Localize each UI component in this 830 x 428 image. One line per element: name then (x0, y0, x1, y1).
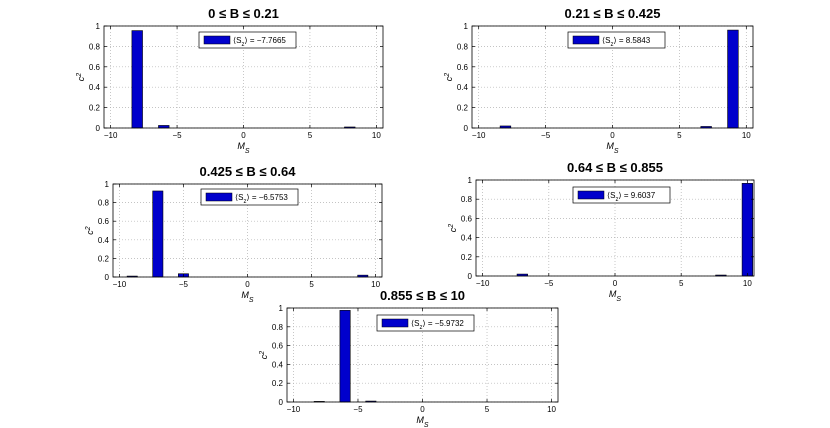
y-axis-label: c2 (259, 351, 270, 360)
tick-label-y: 0 (105, 273, 110, 282)
tick-label-y: 0.8 (457, 42, 469, 51)
subplot-title: 0 ≤ B ≤ 0.21 (208, 6, 279, 21)
legend: ⟨Sz⟩ = −5.9732 (376, 314, 475, 332)
tick-label-y: 0.6 (98, 217, 110, 226)
x-axis-label: MS (606, 141, 619, 155)
tick-label-y: 0.4 (457, 83, 469, 92)
y-axis-label: c2 (444, 73, 455, 82)
legend: ⟨Sz⟩ = 9.6037 (572, 186, 671, 204)
legend: ⟨Sz⟩ = −7.7665 (198, 31, 297, 49)
bar (131, 30, 143, 129)
tick-label-x: 5 (308, 131, 313, 140)
tick-label-y: 0.2 (98, 254, 110, 263)
tick-label-y: 0.2 (461, 253, 473, 262)
tick-label-x: −5 (179, 280, 189, 289)
tick-label-x: −10 (104, 131, 118, 140)
x-axis-label: MS (241, 290, 254, 304)
subplot-5: −10 −5 0 5 10 0 0.2 0.4 0.6 0.8 1 0.855 ≤ B ≤ 10 MS c… (259, 288, 559, 428)
tick-label-y: 0.6 (461, 214, 473, 223)
tick-label-y: 0.8 (272, 323, 284, 332)
x-axis-label: MS (609, 289, 622, 303)
tick-label-y: 1 (464, 22, 469, 31)
subplot-4: −10 −5 0 5 10 0 0.2 0.4 0.6 0.8 1 0.64 ≤ B ≤ 0.855 M… (448, 160, 755, 303)
tick-label-x: 10 (371, 280, 380, 289)
tick-label-y: 0.8 (98, 199, 110, 208)
subplot-title: 0.425 ≤ B ≤ 0.64 (200, 164, 297, 179)
tick-label-x: 0 (420, 405, 425, 414)
tick-label-x: 5 (485, 405, 490, 414)
tick-label-y: 0.6 (89, 63, 101, 72)
bar (339, 310, 351, 403)
tick-label-y: 0 (96, 124, 101, 133)
tick-label-y: 0.2 (272, 379, 284, 388)
tick-label-y: 0.2 (457, 104, 469, 113)
bar (727, 29, 739, 129)
tick-label-y: 0.8 (461, 195, 473, 204)
tick-label-x: −10 (476, 279, 490, 288)
bar (741, 183, 753, 277)
tick-label-y: 0 (468, 272, 473, 281)
tick-label-x: −10 (287, 405, 301, 414)
legend-swatch (203, 35, 231, 45)
tick-label-x: 10 (743, 279, 752, 288)
tick-label-x: 0 (245, 280, 250, 289)
legend-swatch (381, 318, 409, 328)
tick-label-y: 0.8 (89, 42, 101, 51)
x-axis-label: MS (416, 415, 429, 428)
legend: ⟨Sz⟩ = 8.5843 (567, 31, 666, 49)
tick-label-x: 0 (613, 279, 618, 288)
tick-label-y: 1 (279, 304, 284, 313)
tick-label-x: 10 (372, 131, 381, 140)
legend-swatch (577, 190, 605, 200)
tick-label-x: −5 (353, 405, 363, 414)
tick-label-y: 0.4 (89, 83, 101, 92)
tick-label-x: −5 (173, 131, 183, 140)
tick-label-y: 1 (96, 22, 101, 31)
tick-label-y: 0 (464, 124, 469, 133)
legend-swatch (205, 192, 233, 202)
subplot-3: −10 −5 0 5 10 0 0.2 0.4 0.6 0.8 1 0.425 ≤ B ≤ 0.64 M… (85, 164, 383, 304)
y-axis-label: c2 (448, 224, 459, 233)
tick-label-x: 10 (547, 405, 556, 414)
tick-label-x: −5 (544, 279, 554, 288)
subplot-title: 0.855 ≤ B ≤ 10 (380, 288, 465, 303)
subplot-2: −10 −5 0 5 10 0 0.2 0.4 0.6 0.8 1 0.21 ≤ B ≤ 0.425 M… (444, 6, 754, 155)
tick-label-x: −5 (541, 131, 551, 140)
tick-label-x: 0 (241, 131, 246, 140)
legend: ⟨Sz⟩ = −6.5753 (200, 188, 299, 206)
x-axis-label: MS (237, 141, 250, 155)
bar (152, 190, 164, 278)
tick-label-x: −10 (113, 280, 127, 289)
tick-label-y: 0.6 (272, 342, 284, 351)
tick-label-y: 0 (279, 398, 284, 407)
subplot-1: −10 −5 0 5 10 0 0.2 0.4 0.6 0.8 1 0 ≤ B ≤ 0.21 MS c2 ⟨… (76, 6, 384, 155)
tick-label-x: −10 (472, 131, 486, 140)
tick-label-y: 0.4 (98, 236, 110, 245)
tick-label-x: 5 (309, 280, 314, 289)
tick-label-y: 1 (105, 180, 110, 189)
y-axis-label: c2 (76, 73, 87, 82)
subplot-title: 0.21 ≤ B ≤ 0.425 (565, 6, 661, 21)
tick-label-x: 10 (742, 131, 751, 140)
tick-label-y: 1 (468, 176, 473, 185)
tick-label-x: 0 (610, 131, 615, 140)
tick-label-y: 0.2 (89, 104, 101, 113)
tick-label-y: 0.6 (457, 63, 469, 72)
tick-label-x: 5 (677, 131, 682, 140)
y-axis-label: c2 (85, 226, 96, 235)
legend-swatch (572, 35, 600, 45)
subplot-title: 0.64 ≤ B ≤ 0.855 (567, 160, 663, 175)
tick-label-x: 5 (679, 279, 684, 288)
tick-label-y: 0.4 (461, 234, 473, 243)
tick-label-y: 0.4 (272, 360, 284, 369)
